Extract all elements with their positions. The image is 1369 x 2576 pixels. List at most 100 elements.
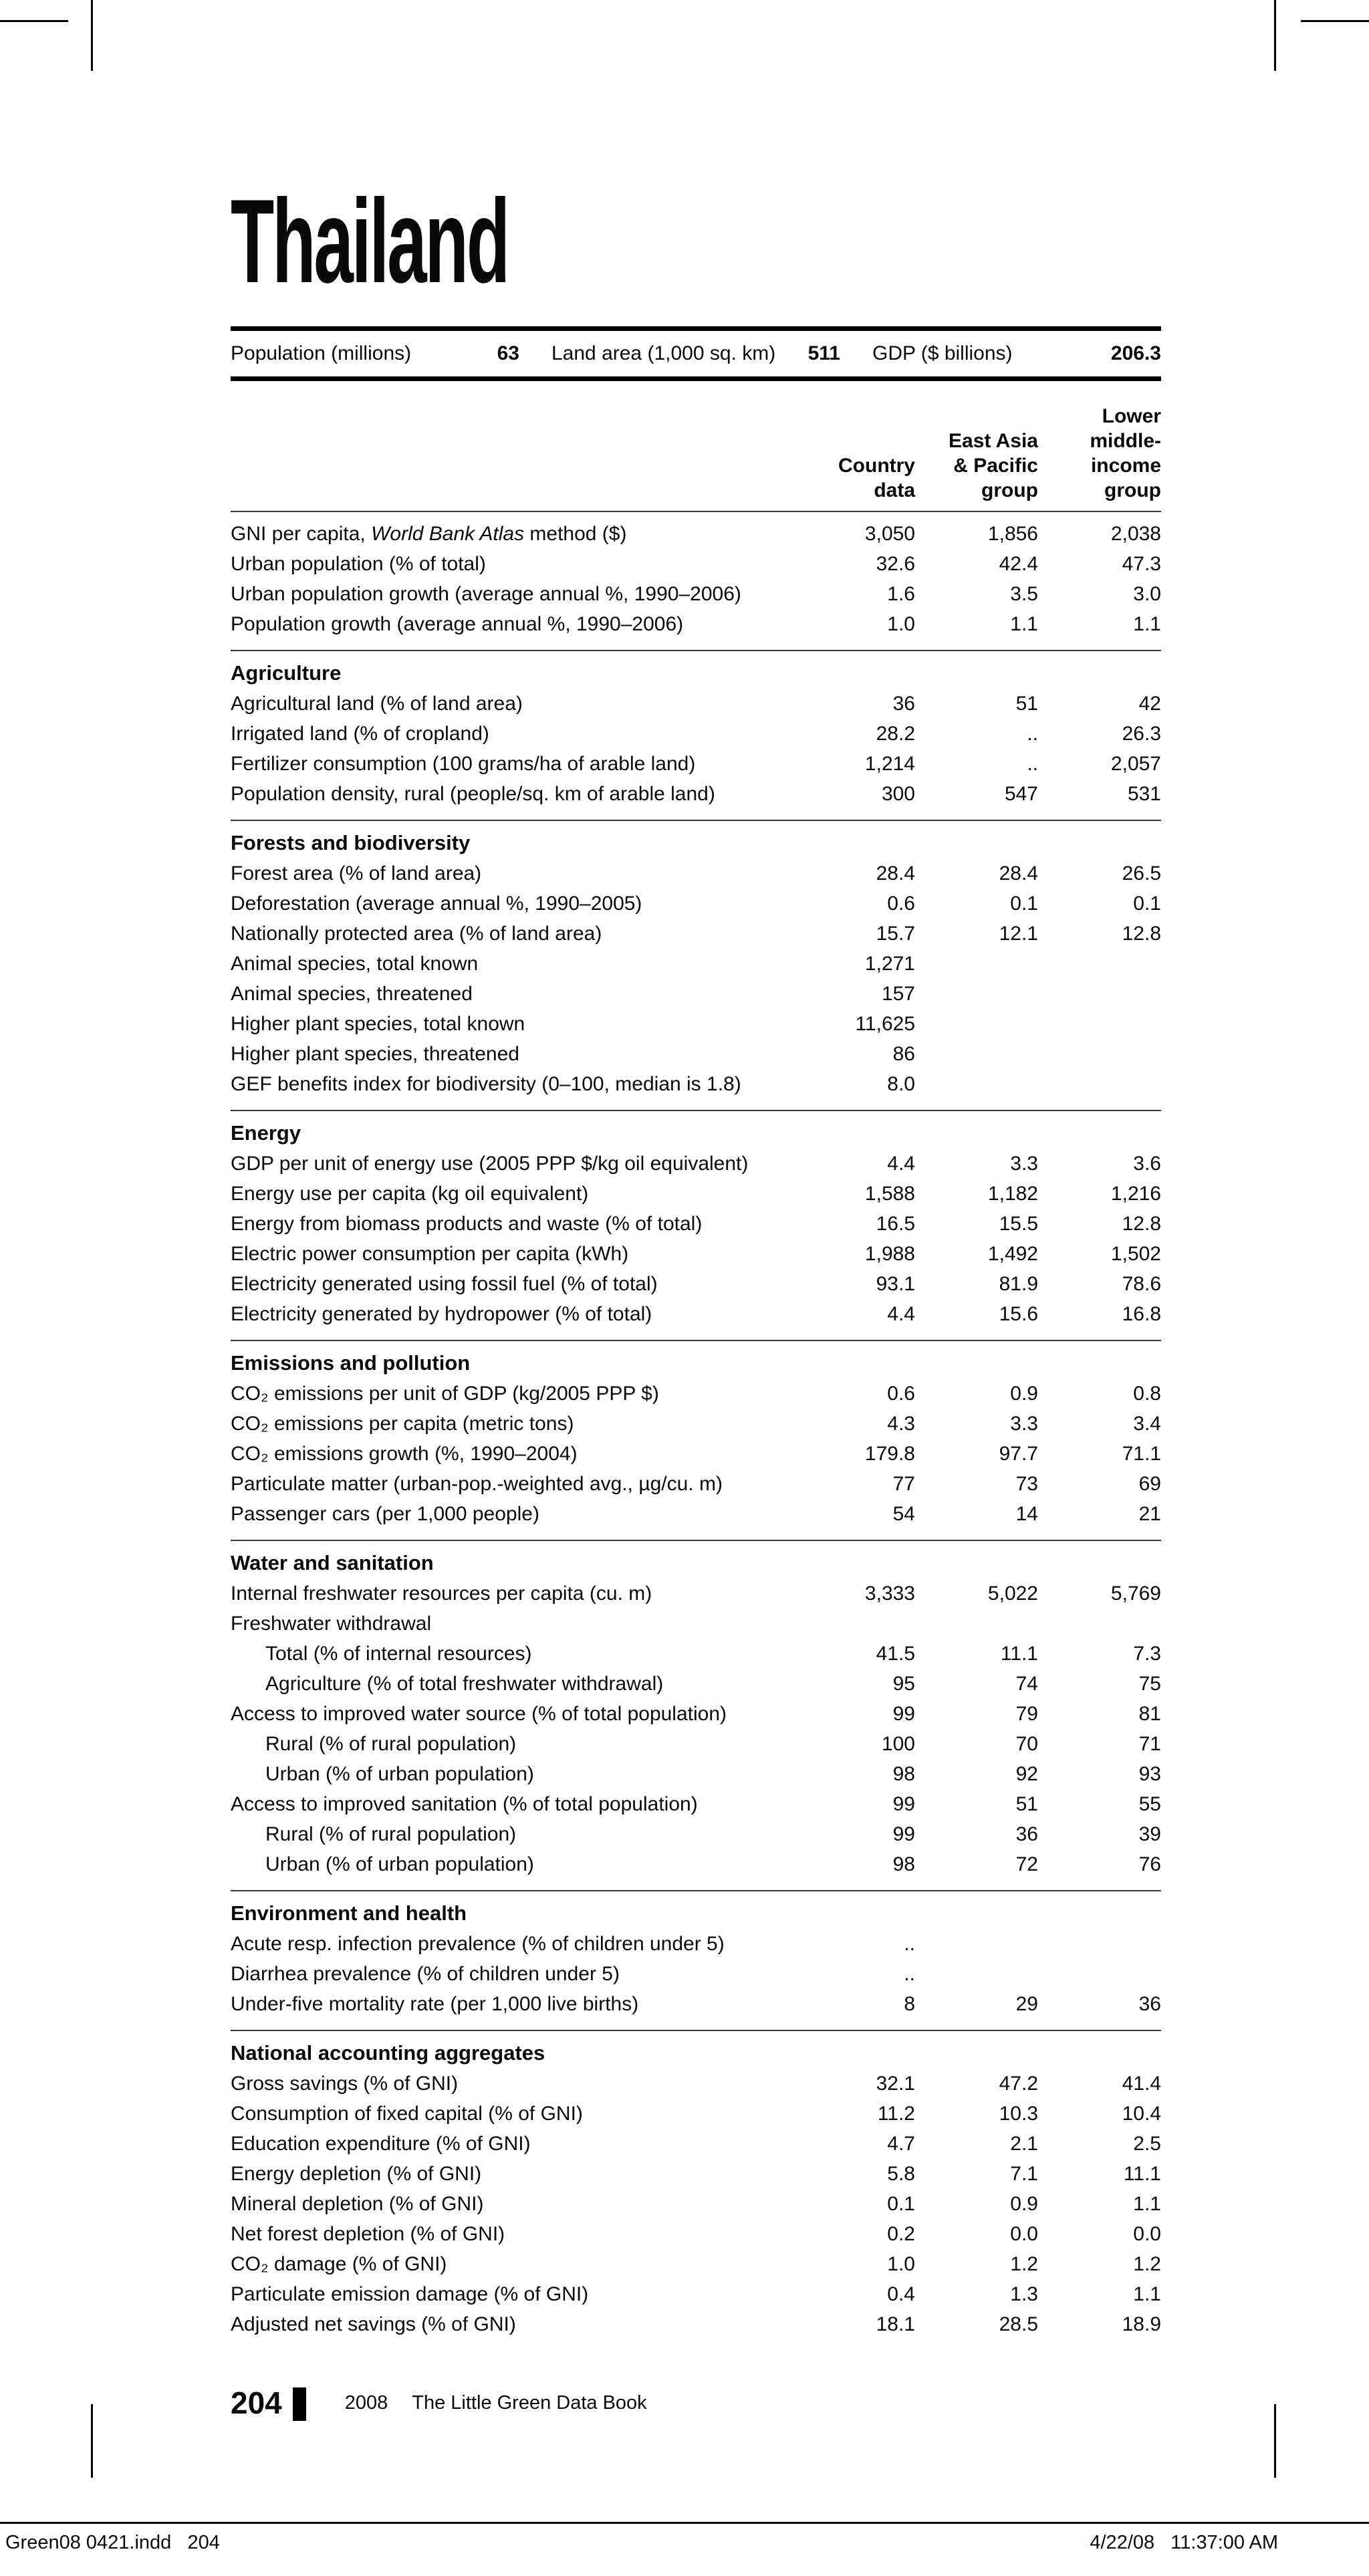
summary-bar: Population (millions) 63 Land area (1,00… bbox=[231, 326, 1161, 381]
table-row: Electricity generated by hydropower (% o… bbox=[231, 1299, 1161, 1329]
row-value: 547 bbox=[1004, 783, 1038, 805]
row-value: 0.1 bbox=[887, 2193, 915, 2215]
row-value: 8 bbox=[904, 1993, 915, 2015]
row-value: .. bbox=[904, 1933, 915, 1955]
row-value: 47.2 bbox=[999, 2073, 1038, 2095]
row-value: .. bbox=[1027, 753, 1038, 775]
row-label: GEF benefits index for biodiversity (0–1… bbox=[231, 1073, 741, 1095]
row-value: 0.0 bbox=[1010, 2223, 1038, 2245]
row-value: 4.4 bbox=[887, 1153, 915, 1175]
row-label: Higher plant species, total known bbox=[231, 1013, 525, 1035]
row-value bbox=[1038, 1609, 1161, 1639]
row-value: 81.9 bbox=[999, 1273, 1038, 1295]
table-row: Freshwater withdrawal bbox=[231, 1609, 1161, 1639]
row-value: .. bbox=[1027, 723, 1038, 745]
row-value: 5.8 bbox=[887, 2163, 915, 2185]
row-value bbox=[1038, 1009, 1161, 1039]
crop-mark-icon bbox=[1274, 0, 1276, 71]
row-value bbox=[915, 1609, 1038, 1639]
row-label: Electricity generated by hydropower (% o… bbox=[231, 1303, 652, 1325]
row-label: Particulate matter (urban-pop.-weighted … bbox=[231, 1473, 723, 1495]
table-row: Agricultural land (% of land area) 36 51 42 bbox=[231, 689, 1161, 719]
table-row: Diarrhea prevalence (% of children under… bbox=[231, 1959, 1161, 1989]
row-value: 26.3 bbox=[1122, 723, 1161, 745]
row-value: 78.6 bbox=[1122, 1273, 1161, 1295]
row-value: 28.2 bbox=[876, 723, 915, 745]
row-label: Total (% of internal resources) bbox=[265, 1643, 532, 1665]
row-value: 1.1 bbox=[1133, 2193, 1161, 2215]
table-row: Net forest depletion (% of GNI) 0.2 0.0 0.0 bbox=[231, 2219, 1161, 2249]
table-row: Passenger cars (per 1,000 people) 54 14 21 bbox=[231, 1499, 1161, 1529]
row-label: Irrigated land (% of cropland) bbox=[231, 723, 489, 745]
row-value: 0.9 bbox=[1010, 2193, 1038, 2215]
section-title: Environment and health bbox=[231, 1901, 467, 1925]
section-title: Agriculture bbox=[231, 661, 342, 685]
row-value: 4.4 bbox=[887, 1303, 915, 1325]
row-value: 5,022 bbox=[987, 1583, 1038, 1605]
section-title: Forests and biodiversity bbox=[231, 831, 471, 854]
row-label: Particulate emission damage (% of GNI) bbox=[231, 2283, 589, 2305]
row-value: 76 bbox=[1138, 1853, 1161, 1875]
row-value: 3.3 bbox=[1010, 1413, 1038, 1435]
row-value bbox=[915, 1039, 1038, 1069]
row-value: 86 bbox=[892, 1043, 915, 1065]
row-value: 11.1 bbox=[1000, 1643, 1038, 1665]
row-value: 7.3 bbox=[1133, 1643, 1161, 1665]
row-value: 79 bbox=[1015, 1703, 1038, 1725]
row-value: 1.2 bbox=[1133, 2253, 1161, 2275]
row-value: 2.1 bbox=[1010, 2133, 1038, 2155]
row-label: CO₂ emissions per capita (metric tons) bbox=[231, 1413, 574, 1435]
row-value: 36 bbox=[1015, 1823, 1038, 1845]
row-value: 99 bbox=[892, 1793, 915, 1815]
table-row: Gross savings (% of GNI) 32.1 47.2 41.4 bbox=[231, 2069, 1161, 2099]
row-value: 14 bbox=[1015, 1503, 1038, 1525]
table-row: Nationally protected area (% of land are… bbox=[231, 919, 1161, 949]
row-value: 39 bbox=[1138, 1823, 1161, 1845]
table-row: GEF benefits index for biodiversity (0–1… bbox=[231, 1069, 1161, 1099]
row-value: 55 bbox=[1138, 1793, 1161, 1815]
table-row: Access to improved sanitation (% of tota… bbox=[231, 1789, 1161, 1819]
row-value: 32.1 bbox=[876, 2073, 915, 2095]
row-label: Net forest depletion (% of GNI) bbox=[231, 2223, 505, 2245]
row-value: 73 bbox=[1015, 1473, 1038, 1495]
table-row: Under-five mortality rate (per 1,000 liv… bbox=[231, 1989, 1161, 2019]
row-value: 3.0 bbox=[1133, 583, 1161, 605]
row-label: Access to improved water source (% of to… bbox=[231, 1703, 727, 1725]
row-label: Freshwater withdrawal bbox=[231, 1613, 432, 1635]
row-value bbox=[915, 979, 1038, 1009]
row-label: Deforestation (average annual %, 1990–20… bbox=[231, 893, 642, 915]
row-label: Mineral depletion (% of GNI) bbox=[231, 2193, 484, 2215]
row-value: 98 bbox=[892, 1763, 915, 1785]
section-title: Emissions and pollution bbox=[231, 1351, 471, 1375]
table-row: Forest area (% of land area) 28.4 28.4 26.5 bbox=[231, 858, 1161, 889]
row-value: 1,502 bbox=[1110, 1243, 1161, 1265]
row-value: 41.5 bbox=[876, 1643, 915, 1665]
section-title: National accounting aggregates bbox=[231, 2041, 545, 2065]
print-slug: Green08 0421.indd 204 4/22/08 11:37:00 A… bbox=[0, 2522, 1369, 2554]
row-value: 300 bbox=[881, 783, 915, 805]
row-value bbox=[1038, 979, 1161, 1009]
section-title: Water and sanitation bbox=[231, 1551, 434, 1574]
row-value bbox=[1038, 1929, 1161, 1959]
summary-label: Land area (1,000 sq. km) bbox=[551, 342, 776, 364]
table-row: Consumption of fixed capital (% of GNI) 1… bbox=[231, 2099, 1161, 2129]
row-value: 28.4 bbox=[999, 862, 1038, 885]
row-value: 0.8 bbox=[1133, 1383, 1161, 1405]
row-value: 1,988 bbox=[864, 1243, 915, 1265]
row-value: 70 bbox=[1015, 1733, 1038, 1755]
row-value: 12.8 bbox=[1122, 923, 1161, 945]
row-value: 42 bbox=[1138, 693, 1161, 715]
table-row: Urban population (% of total) 32.6 42.4 47.… bbox=[231, 549, 1161, 579]
summary-value: 206.3 bbox=[1110, 342, 1161, 364]
table-row: Energy use per capita (kg oil equivalent… bbox=[231, 1179, 1161, 1209]
row-value: 28.4 bbox=[876, 862, 915, 885]
row-value: 157 bbox=[881, 983, 915, 1005]
row-label: Gross savings (% of GNI) bbox=[231, 2073, 459, 2095]
row-label: Fertilizer consumption (100 grams/ha of … bbox=[231, 753, 696, 775]
summary-label: Population (millions) bbox=[231, 342, 412, 364]
row-value: 99 bbox=[892, 1703, 915, 1725]
row-value: 531 bbox=[1127, 783, 1161, 805]
row-label: Animal species, total known bbox=[231, 953, 479, 975]
row-label: Acute resp. infection prevalence (% of c… bbox=[231, 1933, 725, 1955]
